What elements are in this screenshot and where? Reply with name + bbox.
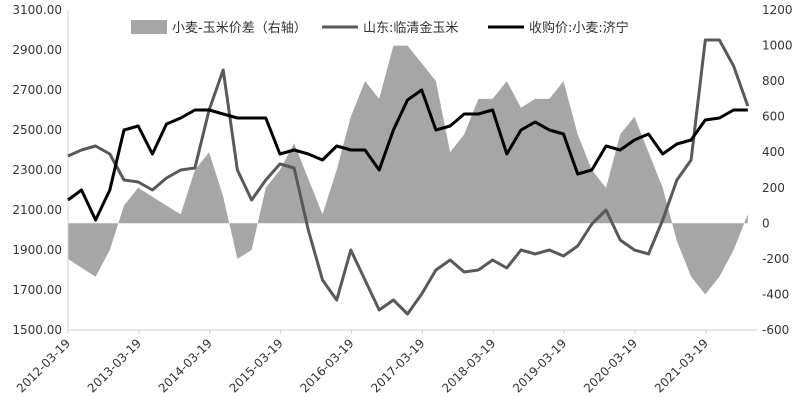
y-right-tick-label: 1000 (762, 39, 793, 53)
y-right-tick-label: 600 (762, 110, 785, 124)
x-tick-label: 2012-03-19 (14, 336, 73, 395)
legend-label-1: 山东:临清金玉米 (363, 20, 458, 36)
x-tick-label: 2016-03-19 (297, 336, 356, 395)
series-line-2 (67, 88, 748, 222)
y-left-tick-label: 2700.00 (12, 83, 62, 97)
y-left-tick-label: 3100.00 (12, 3, 62, 17)
y-right-tick-label: -400 (762, 287, 789, 301)
y-left-tick-label: 1900.00 (12, 243, 62, 257)
series-area-spread (68, 45, 748, 295)
x-tick-label: 2017-03-19 (368, 336, 427, 395)
y-right-tick-label: 200 (762, 181, 785, 195)
x-tick-label: 2013-03-19 (85, 336, 144, 395)
legend: 小麦-玉米价差（右轴） 山东:临清金玉米 收购价:小麦:济宁 (131, 20, 629, 36)
y-right-tick-label: -600 (762, 323, 789, 337)
y-right-tick-label: 800 (762, 74, 785, 88)
y-left-tick-label: 2500.00 (12, 123, 62, 137)
y-left-tick-label: 1500.00 (12, 323, 62, 337)
y-left-tick-label: 2900.00 (12, 43, 62, 57)
x-tick-label: 2019-03-19 (510, 336, 569, 395)
axis-layer (67, 10, 757, 334)
x-tick-label: 2014-03-19 (156, 336, 215, 395)
x-tick-label: 2020-03-19 (581, 336, 640, 395)
y-right-tick-label: 400 (762, 145, 785, 159)
y-right-tick-label: 1200 (762, 3, 793, 17)
y-left-tick-label: 2100.00 (12, 203, 62, 217)
y-right-tick-label: 0 (762, 216, 770, 230)
legend-label-2: 收购价:小麦:济宁 (529, 20, 629, 36)
legend-label-0: 小麦-玉米价差（右轴） (172, 21, 307, 36)
x-tick-label: 2018-03-19 (439, 336, 498, 395)
x-tick-label: 2021-03-19 (652, 336, 711, 395)
x-tick-label: 2015-03-19 (227, 336, 286, 395)
line-layer (67, 38, 750, 316)
y-left-tick-label: 2300.00 (12, 163, 62, 177)
y-right-tick-label: -200 (762, 252, 789, 266)
y-left-tick-label: 1700.00 (12, 283, 62, 297)
area-layer (68, 45, 748, 295)
series-line-1 (67, 38, 750, 316)
legend-swatch-area (131, 20, 167, 34)
